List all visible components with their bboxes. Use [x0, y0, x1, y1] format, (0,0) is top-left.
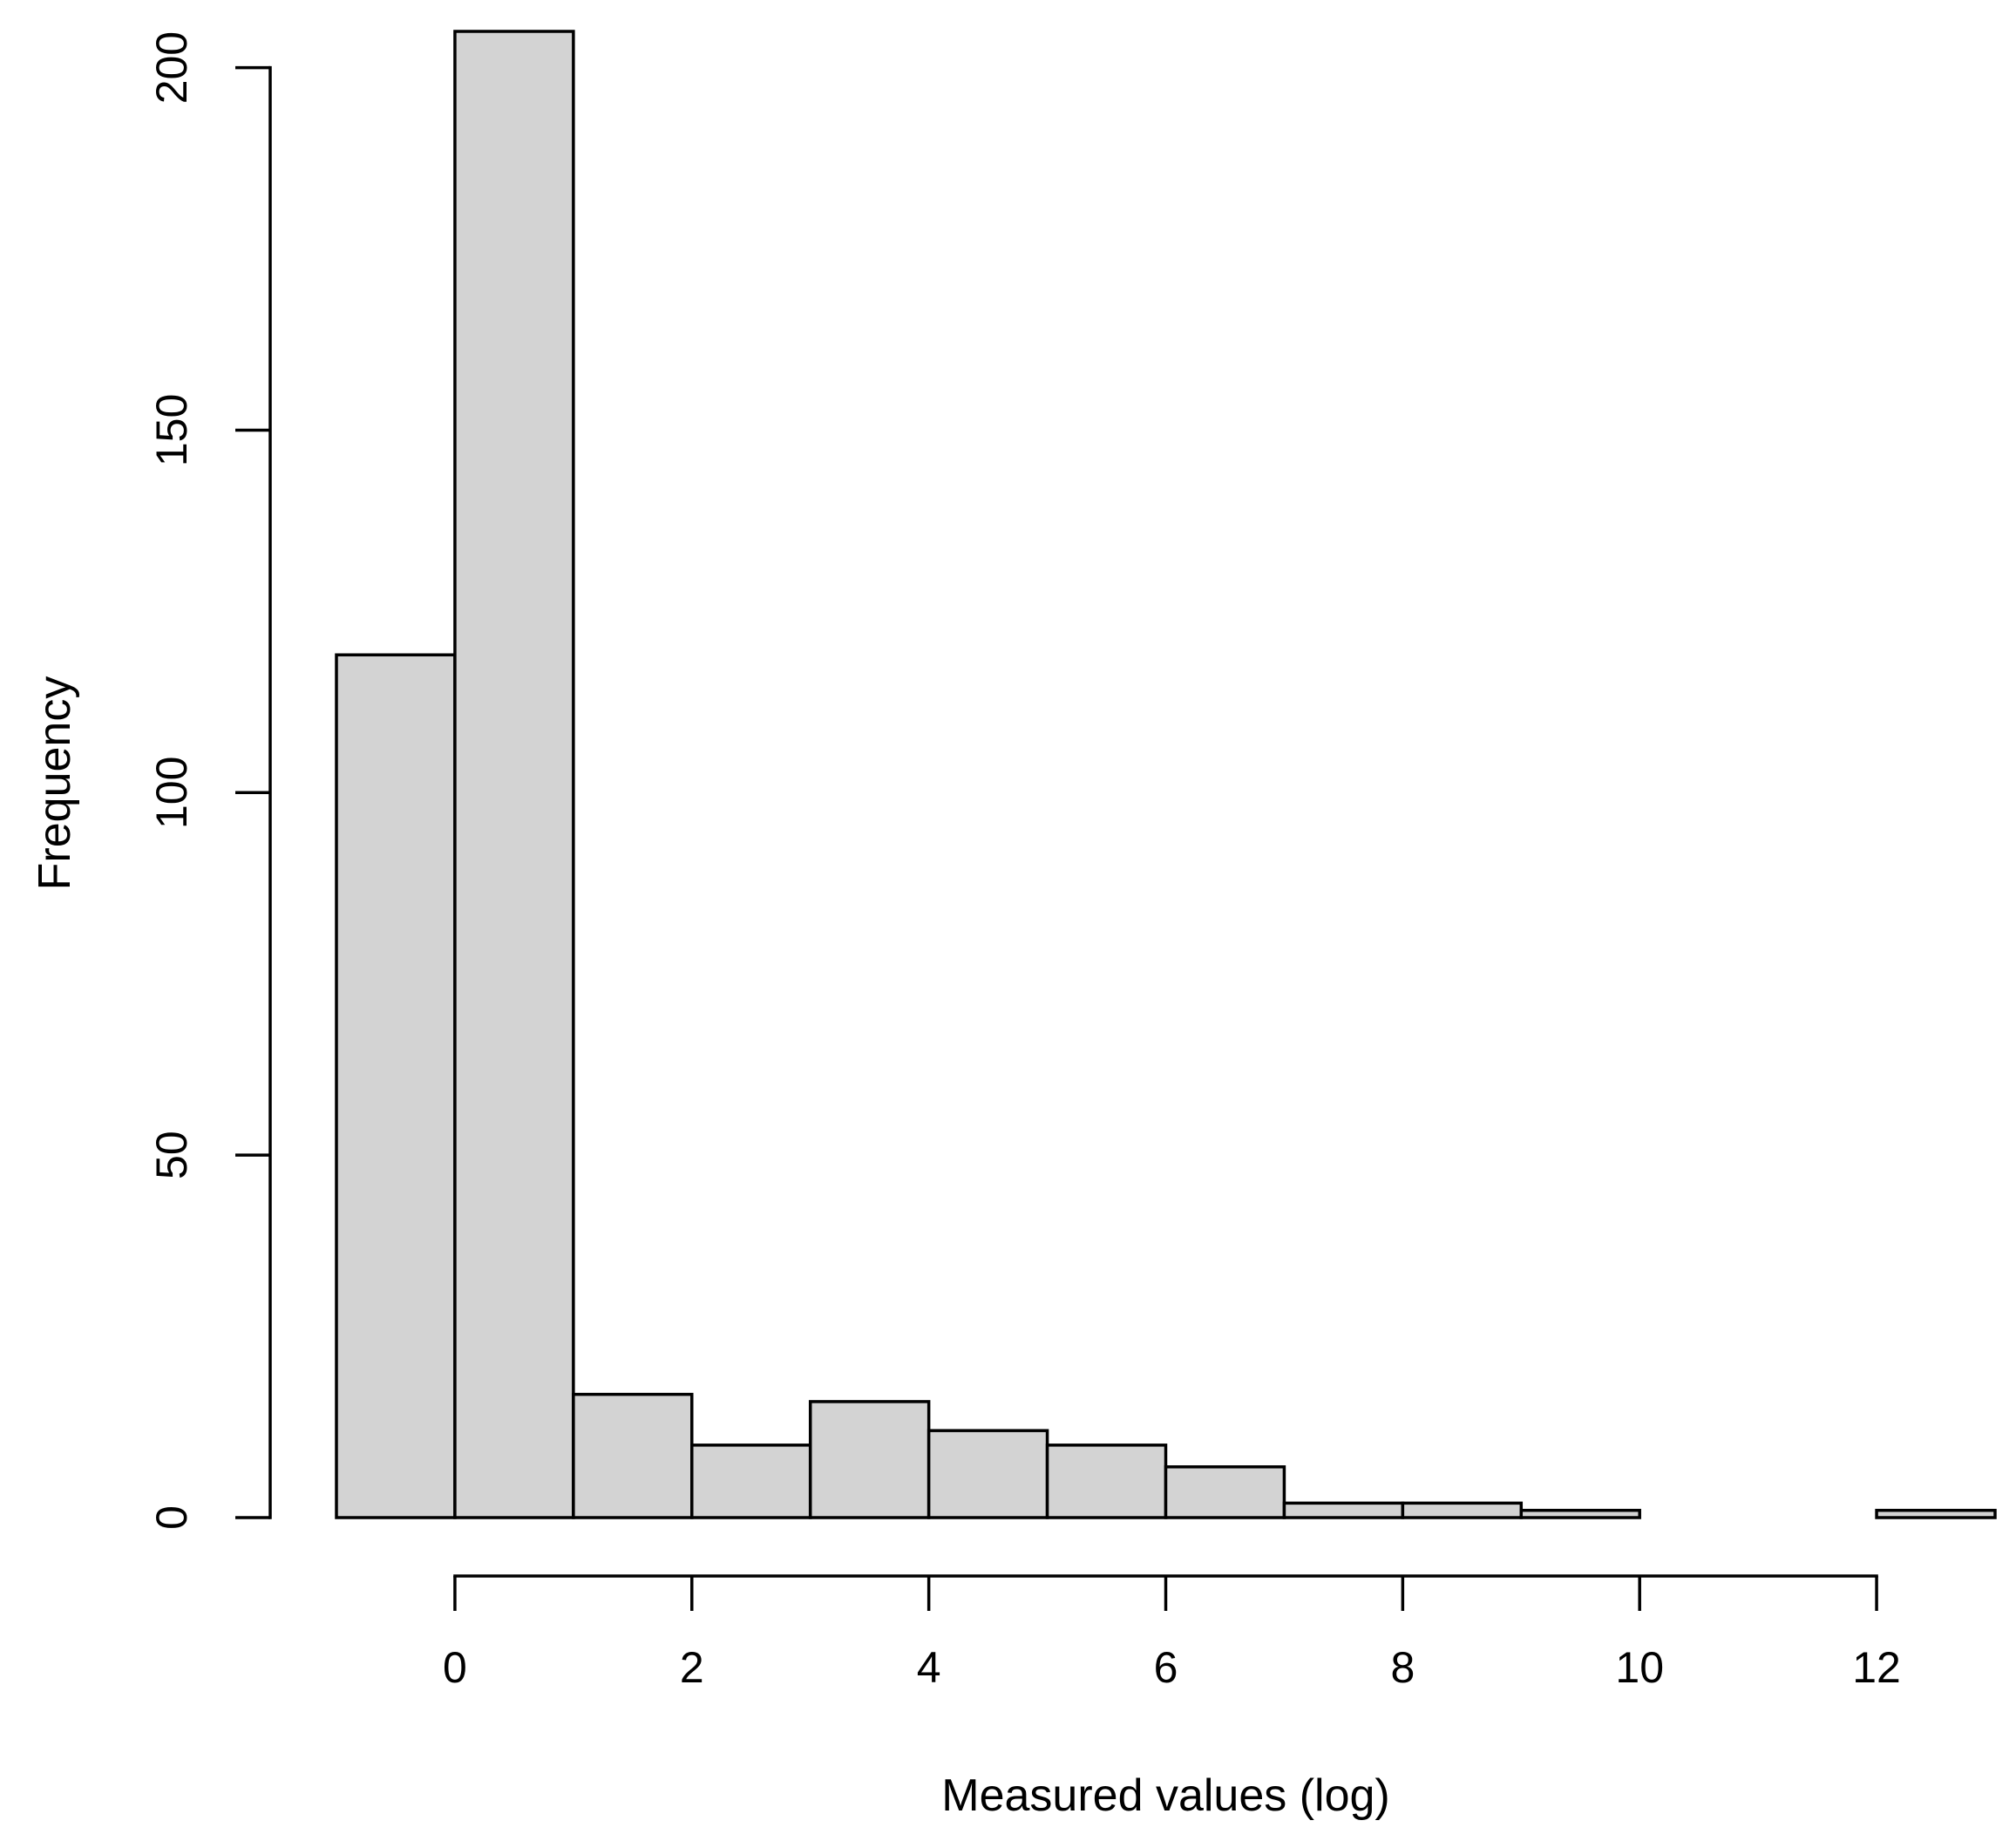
histogram-bar-2 — [572, 1392, 694, 1519]
y-tick-label-0: 0 — [147, 1505, 196, 1530]
histogram-bar-1 — [453, 30, 575, 1519]
x-tick-label-12: 12 — [1852, 1643, 1901, 1692]
histogram-bar-9 — [1401, 1501, 1524, 1519]
histogram-bar-8 — [1282, 1501, 1405, 1519]
x-tick-label-6: 6 — [1154, 1643, 1178, 1692]
histogram-bar-5 — [927, 1429, 1049, 1519]
histogram-bar-7 — [1164, 1465, 1286, 1519]
x-tick-label-10: 10 — [1615, 1643, 1664, 1692]
x-axis: 0 2 4 6 8 10 12 — [443, 1574, 1901, 1692]
histogram-bars — [335, 30, 1997, 1519]
histogram-bar-0 — [335, 653, 457, 1519]
x-tick-label-8: 8 — [1390, 1643, 1415, 1692]
histogram-bar-4 — [808, 1400, 931, 1519]
x-tick-label-0: 0 — [443, 1643, 467, 1692]
histogram-bar-3 — [690, 1444, 812, 1519]
y-tick-label-200: 200 — [147, 31, 196, 104]
y-axis: 0 50 100 150 200 — [147, 31, 272, 1530]
y-tick-label-100: 100 — [147, 757, 196, 829]
x-tick-label-4: 4 — [917, 1643, 941, 1692]
histogram-bar-13 — [1875, 1508, 1997, 1519]
x-tick-label-2: 2 — [680, 1643, 704, 1692]
histogram-bar-10 — [1519, 1508, 1641, 1519]
y-tick-label-50: 50 — [147, 1131, 196, 1179]
x-axis-title: Measured values (log) — [941, 1770, 1389, 1821]
y-tick-label-150: 150 — [147, 394, 196, 466]
histogram-bar-6 — [1045, 1444, 1168, 1519]
y-axis-title: Frequency — [30, 676, 80, 891]
